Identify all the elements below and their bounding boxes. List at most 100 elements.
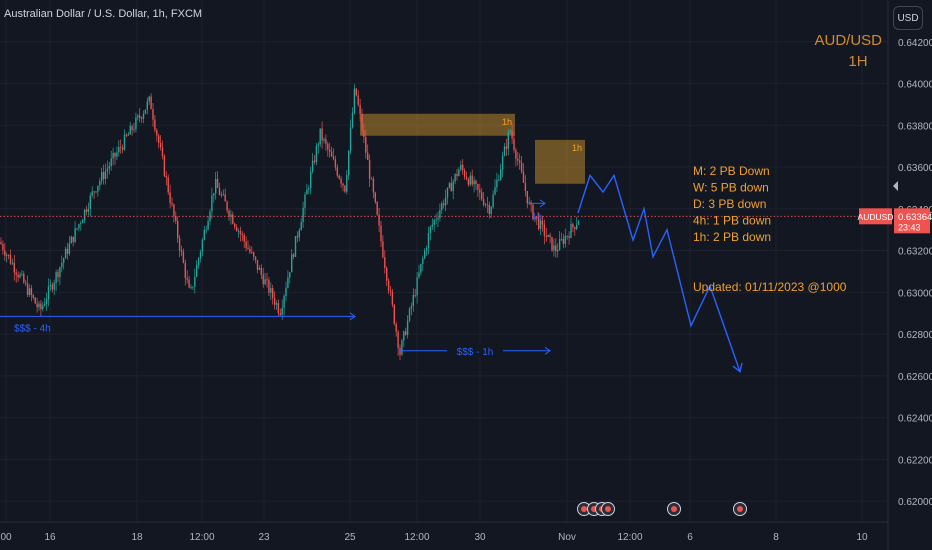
- candle-body: [182, 251, 185, 263]
- candle-body: [507, 132, 509, 149]
- candle-body: [256, 260, 259, 270]
- candle-body: [72, 236, 74, 242]
- candle-body: [517, 158, 519, 161]
- price-tag-countdown: 23:43: [898, 222, 921, 232]
- candle-body: [291, 254, 293, 273]
- candle-body: [443, 203, 445, 206]
- candle-body: [163, 155, 166, 177]
- candle-body: [28, 288, 31, 296]
- candle-body: [36, 303, 38, 308]
- candle-body: [536, 216, 538, 218]
- candle-body: [505, 146, 508, 149]
- candle-body: [539, 220, 542, 230]
- currency-button[interactable]: USD: [893, 6, 923, 30]
- candle-body: [344, 185, 346, 192]
- candle-body: [254, 256, 257, 261]
- candle-body: [444, 197, 447, 206]
- candle-body: [44, 303, 46, 306]
- candle-body: [311, 160, 314, 172]
- candle-body: [355, 88, 357, 96]
- candle-body: [361, 114, 363, 131]
- candle-body: [171, 203, 173, 205]
- candle-body: [55, 272, 57, 283]
- candle-body: [329, 149, 331, 152]
- candle-body: [78, 224, 80, 229]
- candle-body: [232, 214, 234, 224]
- symbol-tag: [859, 208, 892, 225]
- candle-body: [315, 145, 318, 163]
- y-tick-label: 0.64200: [898, 38, 932, 49]
- candle-body: [515, 149, 517, 159]
- candle-body: [277, 303, 280, 314]
- candle-body: [197, 258, 200, 265]
- candle-body: [173, 204, 175, 217]
- candle-body: [243, 235, 245, 242]
- projection-path: [577, 173, 741, 372]
- candle-body: [524, 182, 527, 192]
- candle-body: [538, 217, 540, 230]
- candle-body: [245, 241, 247, 248]
- candle-body: [21, 273, 23, 275]
- candle-body: [338, 175, 340, 179]
- candle-body: [64, 248, 67, 259]
- candle-body: [359, 104, 361, 115]
- candle-body: [532, 204, 534, 220]
- candle-body: [159, 143, 162, 148]
- candle-body: [351, 112, 354, 128]
- candle-body: [380, 225, 382, 242]
- candle-body: [83, 209, 86, 221]
- candle-body: [482, 199, 485, 205]
- candle-body: [118, 146, 120, 153]
- candle-body: [89, 195, 91, 209]
- candle-body: [367, 152, 369, 160]
- candle-body: [61, 262, 63, 268]
- candle-body: [368, 159, 371, 179]
- y-tick-label: 0.62000: [898, 497, 932, 508]
- candle-body: [302, 207, 304, 223]
- candle-body: [247, 247, 249, 249]
- candle-body: [437, 217, 439, 220]
- candle-body: [560, 238, 563, 240]
- candle-body: [38, 303, 40, 308]
- candle-body: [401, 340, 403, 355]
- x-tick-label: 10: [856, 532, 868, 543]
- candle-body: [519, 160, 521, 163]
- y-tick-label: 0.64000: [898, 80, 932, 91]
- candle-body: [205, 229, 207, 231]
- candle-body: [226, 201, 228, 211]
- candle-body: [112, 152, 114, 159]
- candle-body: [370, 178, 373, 180]
- candle-body: [393, 304, 395, 324]
- candle-body: [500, 169, 502, 180]
- x-tick-label: 00: [0, 532, 12, 543]
- candle-body: [49, 284, 52, 287]
- candle-body: [465, 176, 468, 180]
- candle-body: [353, 88, 356, 113]
- candle-body: [102, 172, 105, 179]
- supply-zone: [360, 113, 515, 136]
- candle-body: [319, 128, 321, 145]
- candle-body: [129, 126, 131, 135]
- candle-body: [462, 164, 464, 171]
- candle-body: [82, 220, 84, 224]
- candle-body: [32, 295, 34, 298]
- candle-body: [330, 151, 333, 157]
- candle-body: [47, 286, 50, 300]
- candle-body: [509, 130, 511, 133]
- candle-body: [296, 236, 299, 238]
- candle-body: [488, 205, 490, 214]
- candle-body: [260, 267, 262, 275]
- candle-body: [101, 172, 103, 182]
- candle-body: [446, 187, 449, 198]
- candle-body: [142, 113, 145, 119]
- candle-body: [289, 272, 291, 278]
- candle-body: [522, 171, 525, 183]
- candle-body: [327, 143, 329, 150]
- x-tick-label: 23: [258, 532, 270, 543]
- candle-body: [391, 291, 394, 305]
- candle-body: [237, 230, 240, 232]
- candle-body: [526, 191, 528, 204]
- candle-body: [264, 279, 266, 285]
